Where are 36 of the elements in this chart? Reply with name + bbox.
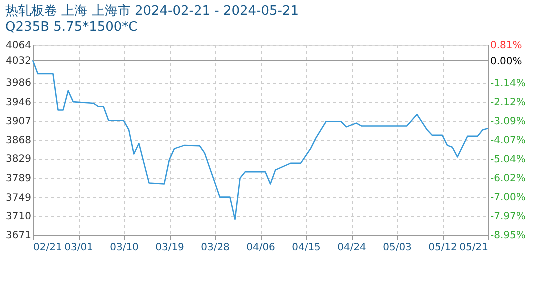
y2-tick-label: -5.04% xyxy=(490,154,526,166)
x-tick-label: 04/15 xyxy=(292,242,321,254)
chart-subtitle: Q235B 5.75*1500*C xyxy=(6,20,138,35)
x-tick-label: 03/10 xyxy=(110,242,139,254)
y2-tick-label: 0.81% xyxy=(490,40,522,52)
chart-title: 热轧板卷 上海 上海市 2024-02-21 - 2024-05-21 xyxy=(6,4,300,19)
x-tick-label: 04/06 xyxy=(246,242,276,254)
y2-tick-label: -3.09% xyxy=(490,116,526,128)
y-tick-label: 3829 xyxy=(6,154,32,166)
x-tick-label: 03/28 xyxy=(201,242,230,254)
x-tick-label: 05/03 xyxy=(383,242,412,254)
x-tick-label: 04/24 xyxy=(338,242,366,254)
y-tick-label: 3789 xyxy=(6,173,32,184)
x-tick-label: 05/12 xyxy=(428,242,458,254)
x-tick-label: 05/21 xyxy=(460,242,488,254)
y-tick-label: 3749 xyxy=(6,192,32,204)
y2-tick-label: -1.14% xyxy=(490,78,526,90)
y2-tick-label: -7.00% xyxy=(490,192,526,204)
y-tick-label: 3986 xyxy=(6,78,32,90)
y-tick-label: 3868 xyxy=(6,135,32,146)
x-tick-label: 03/01 xyxy=(64,242,94,254)
line-series xyxy=(32,60,489,220)
x-tick-label: 02/21 xyxy=(34,242,62,254)
y2-tick-label: -2.12% xyxy=(490,98,526,109)
x-tick-label: 03/19 xyxy=(156,242,184,254)
y-tick-label: 3710 xyxy=(6,212,32,223)
y2-tick-label: 0.00% xyxy=(490,56,522,68)
y-tick-label: 4064 xyxy=(6,40,32,52)
y-tick-label: 3907 xyxy=(6,116,32,128)
y-tick-label: 3946 xyxy=(6,98,32,109)
y2-tick-label: -6.02% xyxy=(490,173,526,184)
y2-tick-label: -7.97% xyxy=(490,211,526,222)
y2-tick-label: -4.07% xyxy=(490,136,526,146)
y2-tick-label: -8.95% xyxy=(490,230,526,242)
y-tick-label: 4032 xyxy=(6,56,32,67)
y-tick-label: 3671 xyxy=(6,230,32,242)
